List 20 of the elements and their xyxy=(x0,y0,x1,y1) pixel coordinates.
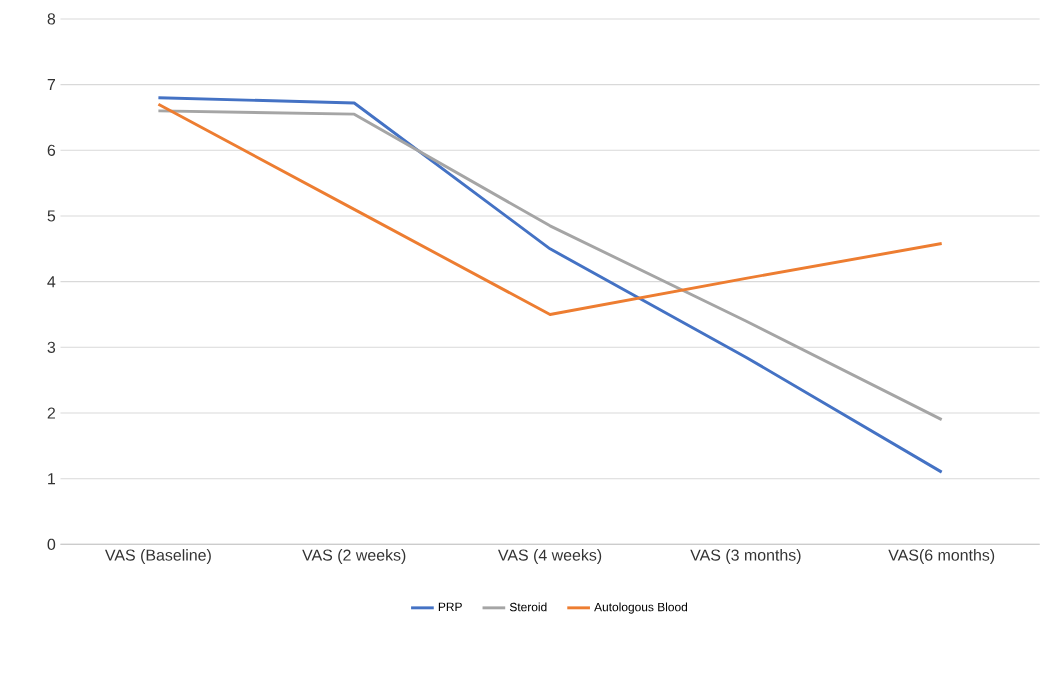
x-tick-label: VAS (2 weeks) xyxy=(302,549,406,564)
y-tick-label: 8 xyxy=(47,13,56,25)
x-tick-label: VAS (3 months) xyxy=(690,549,801,564)
line-series xyxy=(156,102,944,316)
legend-label: Steroid xyxy=(509,602,547,612)
x-tick-label: VAS (4 weeks) xyxy=(497,549,602,564)
y-tick-label: 7 xyxy=(47,79,55,91)
line-series xyxy=(156,109,944,422)
y-tick-label: 2 xyxy=(47,407,55,419)
y-tick-label: 4 xyxy=(47,276,56,288)
y-tick-label: 0 xyxy=(47,538,56,551)
x-tick-label: VAS (Baseline) xyxy=(105,549,211,564)
line-series xyxy=(156,96,944,474)
x-tick-label: VAS(6 months) xyxy=(888,549,995,564)
y-tick-label: 3 xyxy=(47,341,56,354)
y-tick-label: 5 xyxy=(47,210,56,222)
y-tick-label: 6 xyxy=(47,144,56,156)
legend-label: PRP xyxy=(438,602,462,611)
legend-label: Autologous Blood xyxy=(594,602,688,614)
y-tick-label: 1 xyxy=(48,473,56,485)
